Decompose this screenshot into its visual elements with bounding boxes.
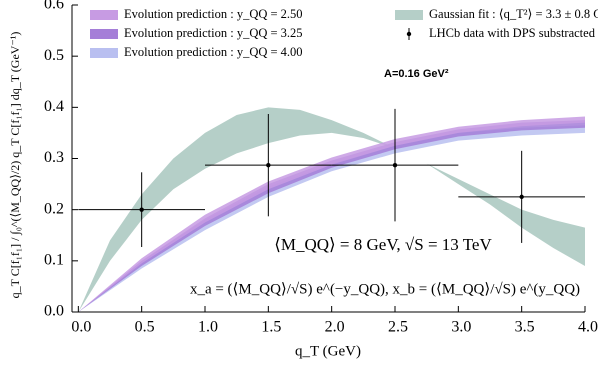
x-tick-label: 3.0 xyxy=(451,319,471,336)
legend-label: Evolution prediction : y_QQ = 4.00 xyxy=(124,45,303,59)
x-tick-label: 2.0 xyxy=(325,319,345,336)
y-tick-label: 0.0 xyxy=(44,303,64,320)
data-point xyxy=(519,194,524,200)
legend-swatch xyxy=(90,10,118,20)
data-point xyxy=(139,207,144,212)
data-point xyxy=(392,162,398,168)
x-tick-label: 1.0 xyxy=(198,319,218,336)
legend-swatch xyxy=(90,48,118,58)
band xyxy=(78,107,585,312)
x-tick-label: 2.5 xyxy=(388,319,408,336)
y-tick-label: 0.4 xyxy=(44,98,64,115)
x-tick-label: 1.5 xyxy=(261,319,281,336)
y-tick-label: 0.3 xyxy=(44,149,64,166)
x-tick-label: 0.5 xyxy=(135,319,155,336)
y-tick-label: 0.2 xyxy=(44,200,64,217)
legend-label: Evolution prediction : y_QQ = 2.50 xyxy=(124,7,303,21)
plot-area: 0.0 0.5 1.0 1.5 2.0 2.5 3.0 3.5 4.0 0.0 0.1 0.2 0.3 0… xyxy=(44,0,598,336)
annotation: A=0.16 GeV² xyxy=(384,68,449,80)
x-axis-label: q_T (GeV) xyxy=(295,343,361,359)
legend-label: Evolution prediction : y_QQ = 3.25 xyxy=(124,26,303,40)
legend-label: LHCb data with DPS substracted xyxy=(429,26,596,40)
legend-swatch xyxy=(395,10,423,20)
x-tick-label: 3.5 xyxy=(515,319,535,336)
y-tick-label: 0.6 xyxy=(44,0,64,13)
y-tick-label: 0.1 xyxy=(44,252,64,269)
legend-swatch xyxy=(90,29,118,39)
y-axis-label: q_T C[f₁f₁] / ∫₀^(⟨M_QQ⟩/2) q_T C[f₁f₁] … xyxy=(8,32,22,299)
legend-marker xyxy=(406,31,412,37)
x-tick-label: 4.0 xyxy=(578,319,598,336)
annotation: ⟨M_QQ⟩ = 8 GeV, √S = 13 TeV xyxy=(274,235,492,254)
y-tick-label: 0.5 xyxy=(44,47,64,64)
data-point xyxy=(266,162,271,168)
x-tick-label: 0.0 xyxy=(71,319,91,336)
annotation: x_a = (⟨M_QQ⟩/√S) e^(−y_QQ), x_b = (⟨M_Q… xyxy=(190,281,580,297)
legend-label: Gaussian fit : ⟨q_T²⟩ = 3.3 ± 0.8 GeV² xyxy=(429,7,598,21)
